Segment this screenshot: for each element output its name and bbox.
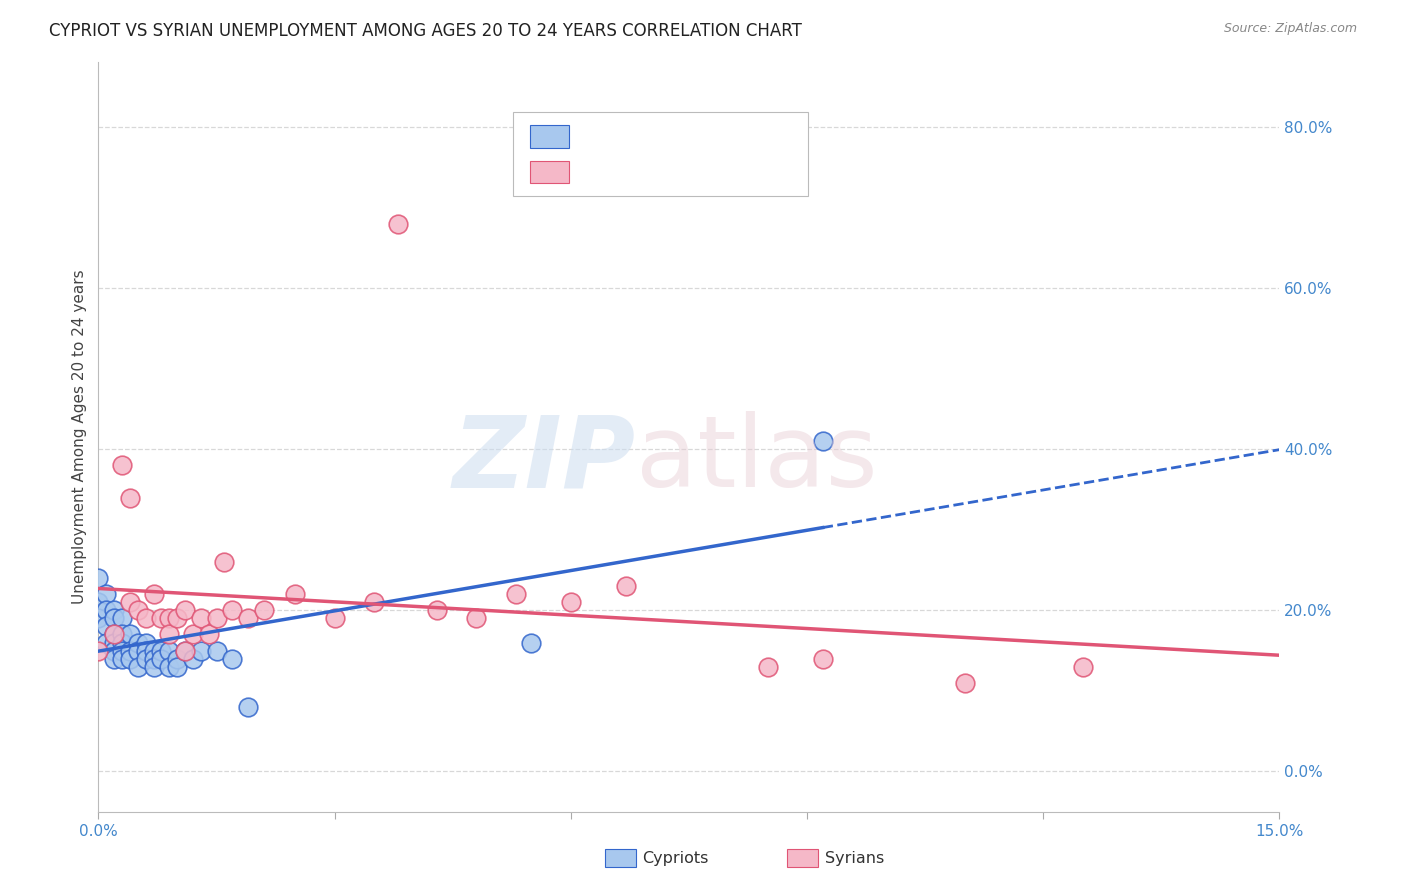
Point (96, 619, 118, 633)
Point (150, 611, 173, 625)
Point (103, 627, 125, 641)
Point (135, 611, 157, 625)
Point (142, 587, 165, 601)
Point (127, 643, 149, 657)
Text: atlas: atlas (636, 411, 877, 508)
Point (520, 635, 543, 649)
Point (111, 643, 134, 657)
Point (142, 659, 165, 673)
Point (127, 603, 149, 617)
Point (127, 659, 149, 673)
Point (87, 595, 110, 609)
Point (253, 603, 276, 617)
Point (96, 587, 118, 601)
Point (166, 651, 188, 665)
Point (174, 603, 197, 617)
Point (1071, 659, 1094, 673)
Point (150, 643, 173, 657)
Point (142, 651, 165, 665)
Text: R = 0.055   N = 44: R = 0.055 N = 44 (581, 128, 765, 145)
Point (236, 611, 259, 625)
Point (135, 643, 157, 657)
Point (181, 627, 204, 641)
Point (181, 651, 204, 665)
Point (363, 595, 385, 609)
Point (118, 595, 141, 609)
Point (111, 627, 134, 641)
Point (387, 217, 409, 231)
Point (811, 434, 834, 449)
Point (103, 611, 125, 625)
Point (174, 643, 197, 657)
Point (96, 603, 118, 617)
Text: Syrians: Syrians (825, 851, 884, 865)
Point (174, 643, 197, 657)
Point (103, 651, 125, 665)
Point (96, 635, 118, 649)
Point (166, 611, 188, 625)
Text: ZIP: ZIP (453, 411, 636, 508)
Point (111, 635, 134, 649)
Point (426, 603, 449, 617)
Point (190, 643, 212, 657)
Point (284, 587, 307, 601)
Point (118, 651, 141, 665)
Point (142, 643, 165, 657)
Point (756, 659, 779, 673)
Point (118, 627, 141, 641)
Point (103, 603, 125, 617)
Point (103, 643, 125, 657)
Point (157, 627, 180, 641)
Point (111, 611, 134, 625)
Point (465, 611, 488, 625)
Point (811, 651, 834, 665)
Point (214, 555, 236, 569)
Text: Cypriots: Cypriots (643, 851, 709, 865)
Text: Source: ZipAtlas.com: Source: ZipAtlas.com (1223, 22, 1357, 36)
Point (118, 643, 141, 657)
Point (221, 603, 243, 617)
Point (103, 635, 125, 649)
Y-axis label: Unemployment Among Ages 20 to 24 years: Unemployment Among Ages 20 to 24 years (72, 269, 87, 605)
Point (87, 571, 110, 585)
Point (87, 611, 110, 625)
Point (111, 458, 134, 473)
Point (127, 635, 149, 649)
Point (221, 651, 243, 665)
Point (135, 651, 157, 665)
Point (87, 643, 110, 657)
Point (118, 491, 141, 505)
Point (103, 627, 125, 641)
Point (205, 611, 228, 625)
Point (505, 587, 527, 601)
Point (135, 635, 157, 649)
Text: CYPRIOT VS SYRIAN UNEMPLOYMENT AMONG AGES 20 TO 24 YEARS CORRELATION CHART: CYPRIOT VS SYRIAN UNEMPLOYMENT AMONG AGE… (49, 22, 801, 40)
Point (166, 659, 188, 673)
Point (157, 611, 180, 625)
Point (205, 643, 228, 657)
Point (614, 579, 637, 593)
Point (197, 627, 219, 641)
Point (150, 651, 173, 665)
Point (953, 675, 976, 690)
Point (111, 651, 134, 665)
Point (157, 659, 180, 673)
Text: R = 0.234   N = 35: R = 0.234 N = 35 (581, 163, 765, 181)
Point (560, 595, 582, 609)
Point (157, 643, 180, 657)
Point (190, 611, 212, 625)
Point (236, 700, 259, 714)
Point (323, 611, 346, 625)
